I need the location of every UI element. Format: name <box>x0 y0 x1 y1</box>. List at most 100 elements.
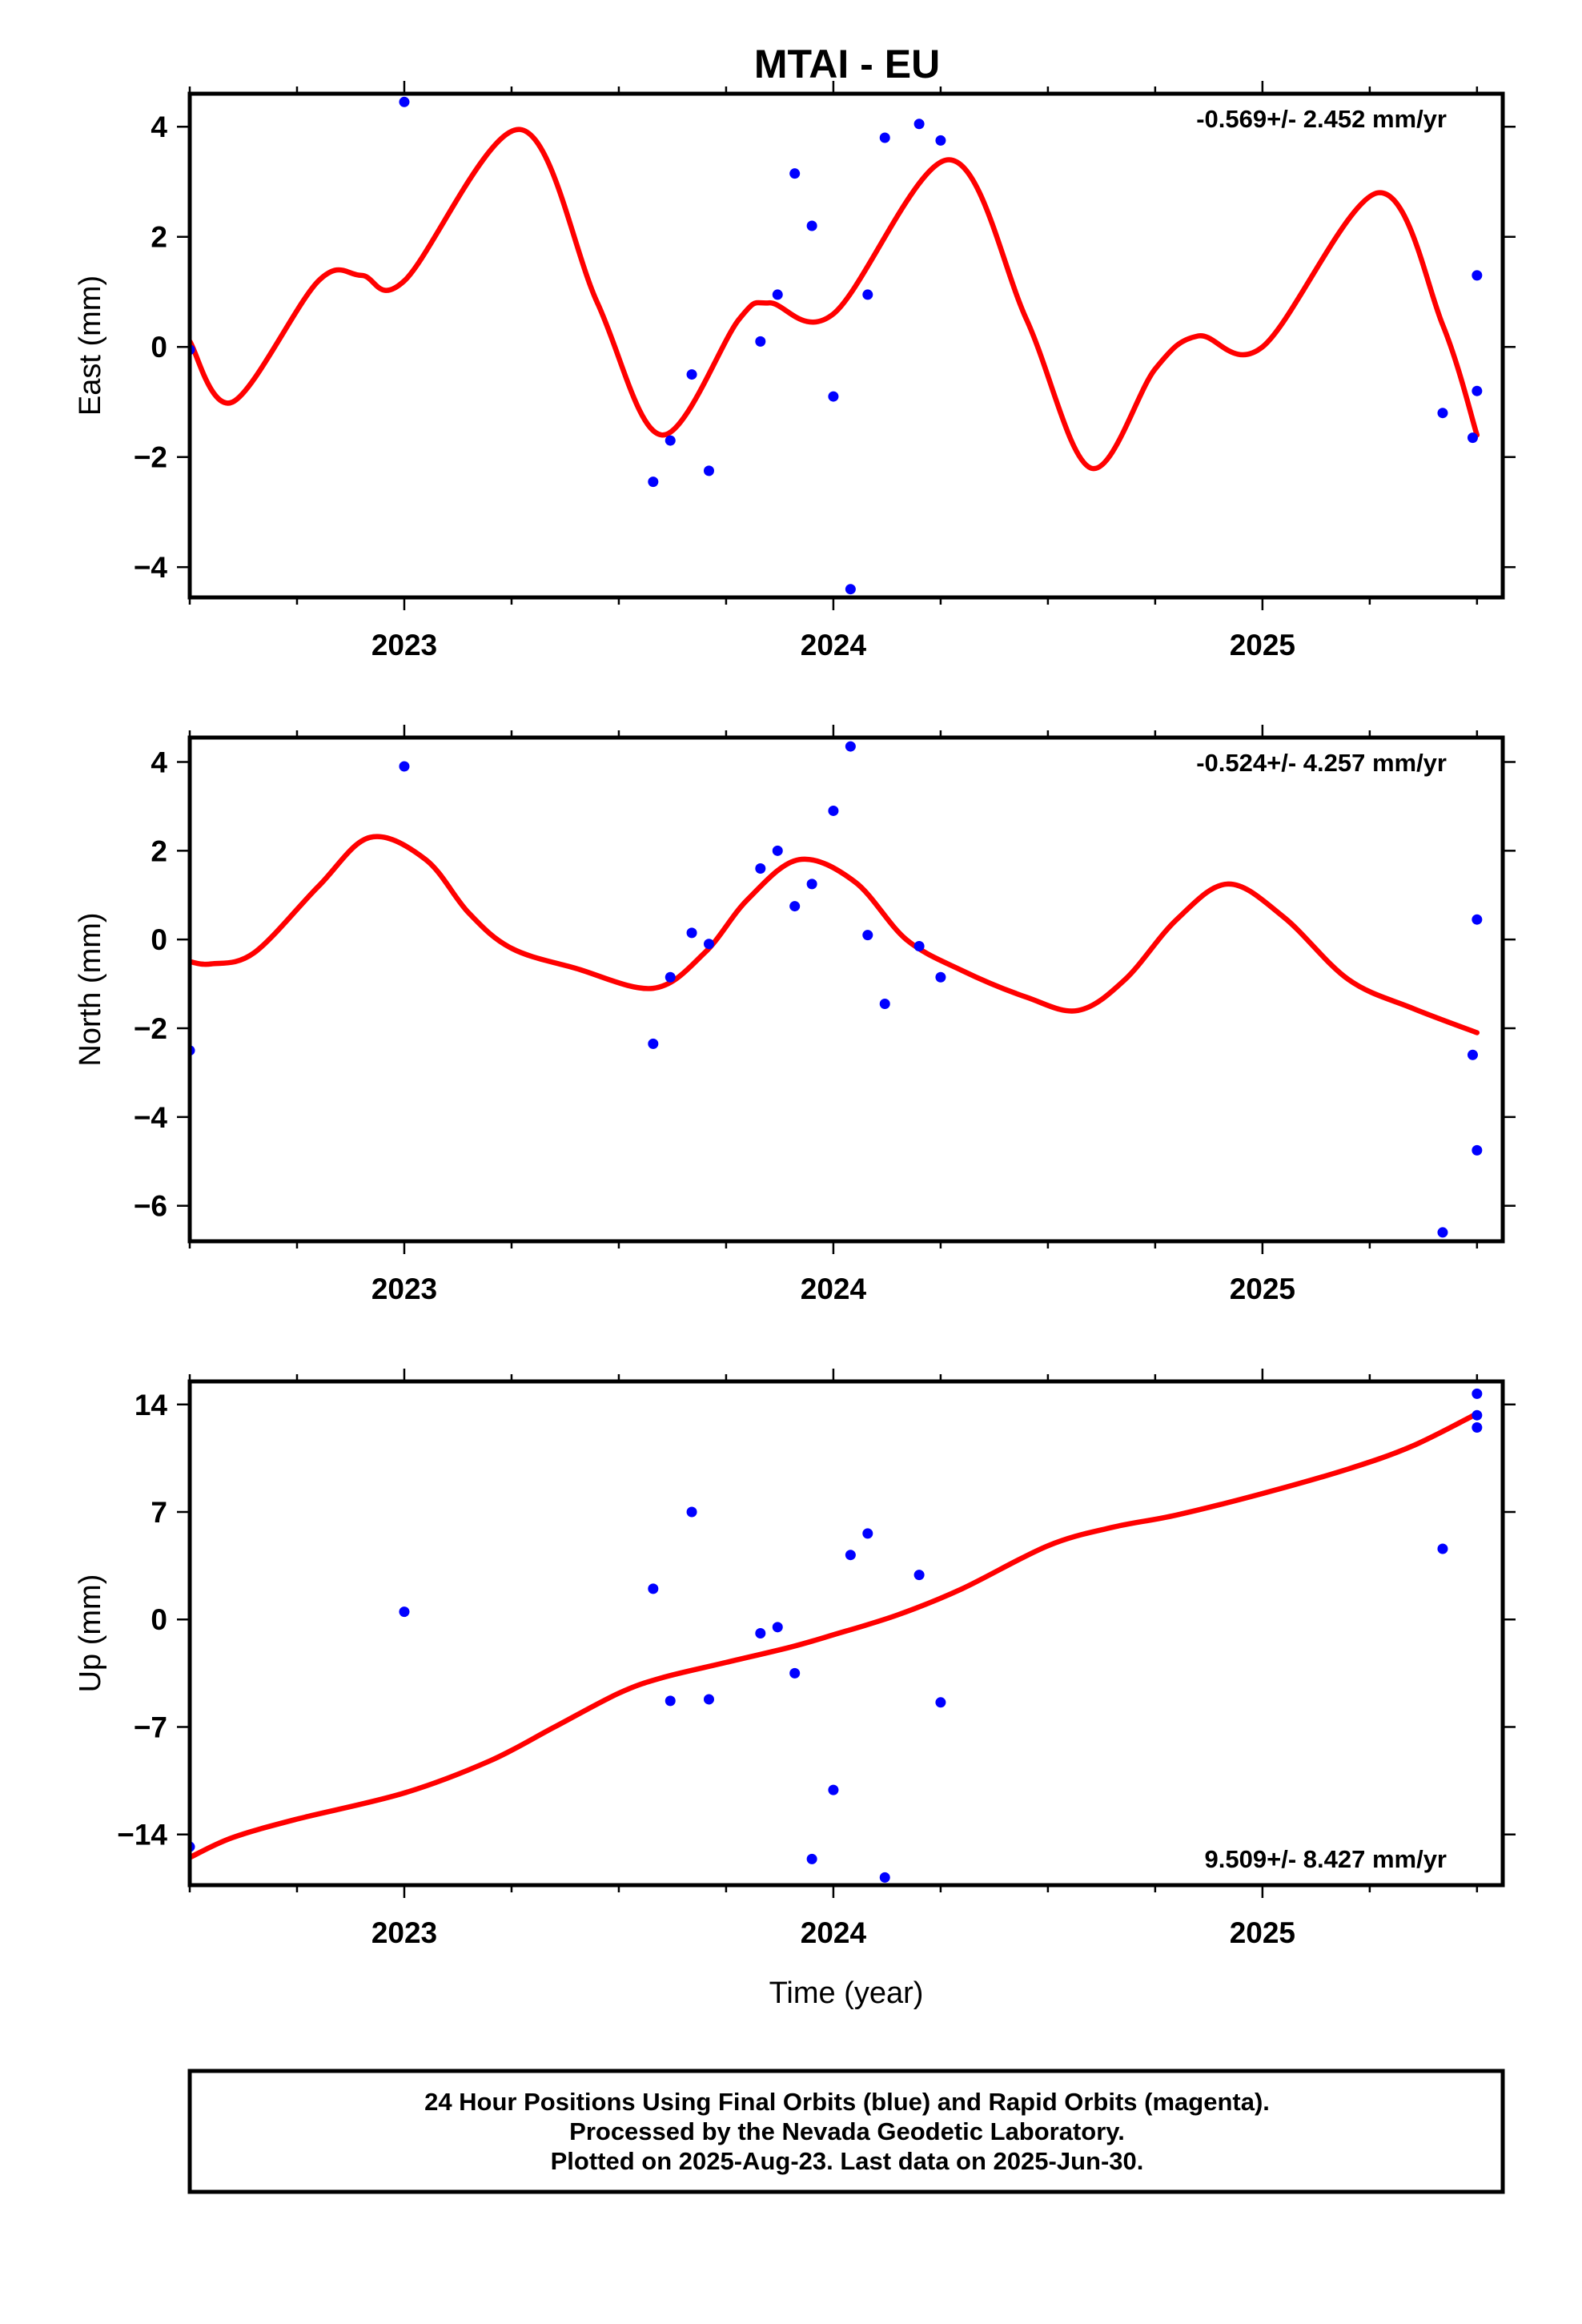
rate-label: -0.569+/- 2.452 mm/yr <box>1196 105 1447 133</box>
y-tick-label: 2 <box>151 221 167 254</box>
y-tick-label: −4 <box>134 551 168 584</box>
data-point <box>1467 1049 1478 1060</box>
data-point <box>879 1872 890 1883</box>
data-point <box>789 168 801 179</box>
data-point <box>806 1853 817 1864</box>
y-tick-label: 7 <box>151 1496 167 1529</box>
data-point <box>1437 1543 1448 1554</box>
x-tick-label: 2023 <box>371 629 437 661</box>
data-point <box>862 930 873 941</box>
data-point <box>703 1694 714 1705</box>
data-point <box>879 132 890 143</box>
chart-title: MTAI - EU <box>754 42 940 86</box>
data-point <box>703 465 714 476</box>
fit-curve <box>190 127 1480 472</box>
data-point <box>665 1695 676 1707</box>
data-point <box>828 1784 839 1795</box>
data-point <box>935 971 946 983</box>
data-point <box>1472 914 1483 925</box>
data-point <box>1472 385 1483 396</box>
y-axis-label: North (mm) <box>74 912 107 1066</box>
data-point <box>686 1506 697 1518</box>
data-layer <box>190 741 1483 1238</box>
data-point <box>1472 270 1483 281</box>
data-point <box>806 220 817 231</box>
data-point <box>1472 1144 1483 1156</box>
panel-north: 2023 2024 2025 4 2 0 −2 −4 −6 North (mm) -0.524+/-… <box>74 725 1516 1305</box>
x-tick-label: 2025 <box>1230 629 1295 661</box>
panel-up: 2023 2024 2025 14 7 0 −7 −14 Up (mm) Time (year) 9… <box>74 1369 1516 2010</box>
panel-east: 2023 2024 2025 4 2 0 −2 −4 East (mm) -0.569+/- 2.… <box>74 81 1516 661</box>
data-point <box>755 862 766 874</box>
data-layer <box>190 1388 1483 1883</box>
y-tick-label: 14 <box>135 1389 168 1421</box>
data-point <box>772 1622 783 1633</box>
data-point <box>845 584 856 595</box>
y-tick-label: −14 <box>117 1819 167 1852</box>
plot-frame <box>187 735 1505 1244</box>
x-tick-label: 2025 <box>1230 1273 1295 1305</box>
plot-frame <box>187 1379 1505 1888</box>
y-tick-label: −7 <box>134 1711 167 1743</box>
data-point <box>772 289 783 300</box>
data-point <box>648 1583 659 1594</box>
y-axis-label: Up (mm) <box>74 1574 107 1693</box>
rate-label: 9.509+/- 8.427 mm/yr <box>1205 1845 1447 1873</box>
footer-frame <box>187 2069 1505 2194</box>
data-point <box>789 1667 801 1679</box>
data-point <box>1467 432 1478 444</box>
data-point <box>1437 408 1448 419</box>
rate-label: -0.524+/- 4.257 mm/yr <box>1196 749 1447 777</box>
footer-line-2: Processed by the Nevada Geodetic Laborat… <box>569 2117 1125 2145</box>
y-tick-label: −4 <box>134 1101 168 1134</box>
data-point <box>806 879 817 890</box>
x-tick-label: 2024 <box>801 629 867 661</box>
y-tick-label: 4 <box>151 746 167 778</box>
data-point <box>862 289 873 300</box>
data-layer <box>190 96 1483 595</box>
y-tick-label: 4 <box>151 111 167 143</box>
data-point <box>935 135 946 146</box>
data-point <box>686 369 697 380</box>
data-point <box>789 901 801 912</box>
data-point <box>665 971 676 983</box>
data-point <box>703 939 714 950</box>
data-point <box>648 1038 659 1049</box>
y-tick-label: −6 <box>134 1190 167 1223</box>
data-point <box>399 96 410 107</box>
fit-curve <box>190 1411 1480 1860</box>
data-point <box>862 1528 873 1539</box>
data-point <box>1472 1388 1483 1399</box>
y-tick-label: −2 <box>134 441 167 474</box>
footer-box: 24 Hour Positions Using Final Orbits (bl… <box>187 2069 1505 2194</box>
data-point <box>879 999 890 1010</box>
x-tick-label: 2024 <box>801 1916 867 1949</box>
y-axis-label: East (mm) <box>74 275 107 416</box>
footer-line-3: Plotted on 2025-Aug-23. Last data on 202… <box>551 2147 1144 2175</box>
x-tick-label: 2023 <box>371 1916 437 1949</box>
data-point <box>399 761 410 772</box>
data-point <box>1472 1422 1483 1433</box>
y-tick-label: −2 <box>134 1012 167 1045</box>
data-point <box>755 1628 766 1638</box>
footer-line-1: 24 Hour Positions Using Final Orbits (bl… <box>424 2088 1270 2116</box>
data-point <box>913 119 925 130</box>
plot-frame <box>187 91 1505 600</box>
fit-curve <box>190 834 1480 1035</box>
y-tick-label: 2 <box>151 834 167 867</box>
data-point <box>772 845 783 856</box>
data-point <box>1472 1409 1483 1421</box>
y-tick-label: 0 <box>151 1603 167 1636</box>
data-point <box>935 1697 946 1708</box>
data-point <box>845 741 856 752</box>
x-tick-label: 2023 <box>371 1273 437 1305</box>
data-point <box>913 1570 925 1581</box>
chart-panels: 2023 2024 2025 4 2 0 −2 −4 East (mm) -0.569+/- 2.… <box>74 81 1516 2010</box>
data-point <box>828 391 839 402</box>
y-tick-label: 0 <box>151 331 167 364</box>
y-tick-label: 0 <box>151 923 167 956</box>
data-point <box>828 805 839 816</box>
data-point <box>648 476 659 488</box>
